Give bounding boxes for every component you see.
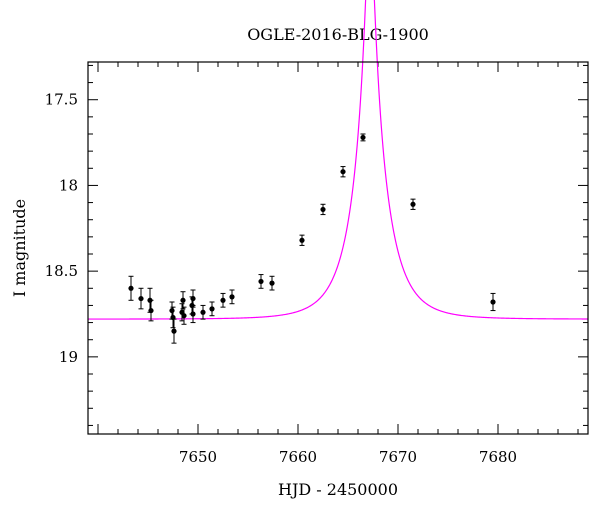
data-point bbox=[299, 234, 305, 246]
data-point bbox=[128, 275, 134, 301]
point-marker bbox=[148, 307, 154, 314]
point-marker bbox=[200, 309, 206, 315]
data-point bbox=[490, 292, 496, 312]
data-point bbox=[200, 304, 206, 320]
data-point bbox=[258, 274, 264, 289]
point-marker bbox=[190, 295, 196, 302]
point-marker bbox=[410, 201, 416, 207]
point-marker bbox=[209, 306, 215, 312]
y-tick-label: 18.5 bbox=[45, 262, 78, 280]
point-marker bbox=[320, 206, 326, 213]
point-marker bbox=[490, 299, 496, 305]
point-marker bbox=[360, 134, 366, 141]
point-marker bbox=[190, 311, 196, 317]
data-point bbox=[190, 289, 196, 308]
data-point bbox=[340, 166, 346, 178]
x-axis-label: HJD - 2450000 bbox=[278, 480, 398, 499]
data-point bbox=[410, 198, 416, 210]
point-marker bbox=[258, 278, 264, 285]
y-tick-label: 19 bbox=[59, 348, 78, 366]
model-curve-group bbox=[88, 0, 588, 320]
point-marker bbox=[340, 169, 346, 175]
chart-title: OGLE-2016-BLG-1900 bbox=[247, 25, 429, 44]
y-axis-label: I magnitude bbox=[10, 199, 29, 297]
data-point bbox=[138, 287, 144, 310]
point-marker bbox=[171, 328, 177, 334]
x-tick-label: 7650 bbox=[179, 448, 217, 466]
point-marker bbox=[138, 295, 144, 302]
x-tick-label: 7670 bbox=[379, 448, 417, 466]
x-tick-label: 7660 bbox=[279, 448, 317, 466]
point-marker bbox=[169, 307, 175, 314]
data-point bbox=[190, 304, 196, 324]
data-point bbox=[209, 301, 215, 317]
data-point bbox=[171, 318, 177, 344]
point-marker bbox=[229, 294, 235, 300]
data-point bbox=[220, 292, 226, 308]
data-point bbox=[229, 289, 235, 305]
model-curve bbox=[88, 0, 588, 320]
point-marker bbox=[269, 280, 275, 286]
point-marker bbox=[220, 297, 226, 303]
plot-frame bbox=[87, 61, 589, 435]
x-tick-label: 7680 bbox=[479, 448, 517, 466]
y-tick-label: 18 bbox=[59, 176, 78, 194]
data-point bbox=[181, 306, 187, 325]
data-point bbox=[360, 133, 366, 142]
point-marker bbox=[299, 237, 305, 243]
point-marker bbox=[181, 313, 187, 319]
data-point bbox=[269, 275, 275, 291]
data-points-group bbox=[128, 133, 496, 344]
axis-ticks: 7650 7660 7670 7680 17.5 18 18.5 19 bbox=[45, 62, 588, 466]
data-point bbox=[148, 299, 154, 322]
point-marker bbox=[128, 285, 134, 291]
data-point bbox=[320, 203, 326, 216]
data-point bbox=[180, 291, 186, 310]
point-marker bbox=[180, 297, 186, 303]
y-tick-label: 17.5 bbox=[45, 91, 78, 109]
